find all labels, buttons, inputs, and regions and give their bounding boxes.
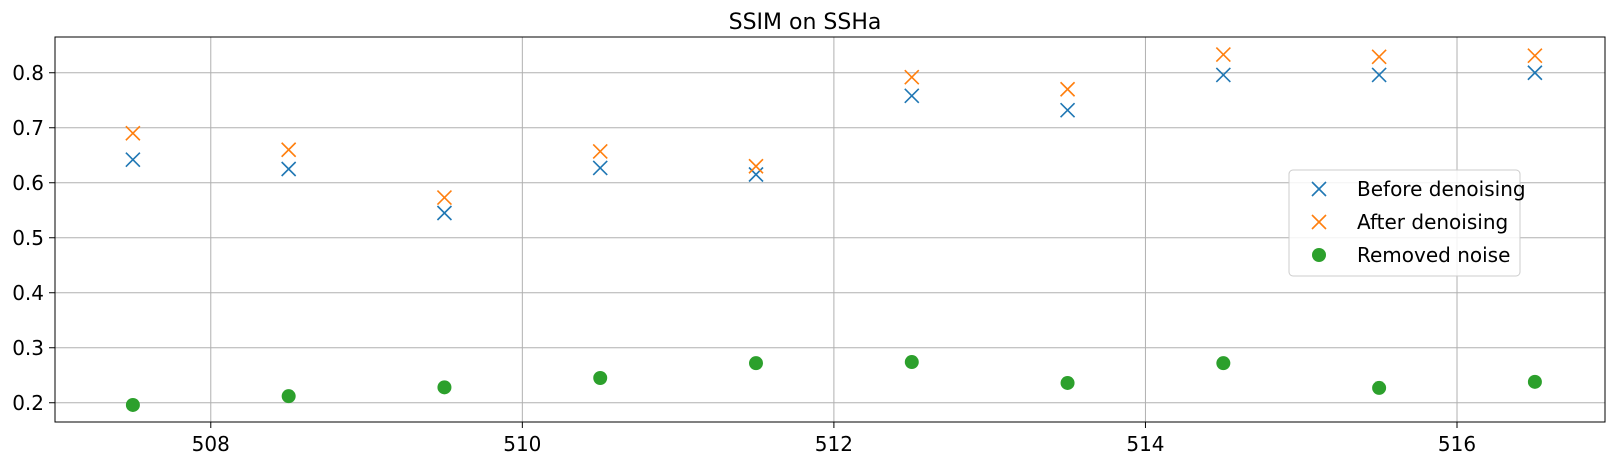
before-denoising-point [748,166,764,183]
before-denoising-point [125,152,141,168]
legend-marker-after-denoising [1311,214,1327,230]
y-tick-label: 0.7 [12,116,44,140]
y-tick-label: 0.3 [12,336,44,360]
after-denoising-point [281,142,297,158]
after-denoising-point [1215,47,1231,63]
data-marks [125,47,1543,412]
x-tick-label: 508 [192,432,230,456]
legend: Before denoising After denoising Removed n… [1288,169,1526,277]
axis-ticks: 508 510 512 514 516 0.2 0.3 0.4 0.5 0.6 0.7 0.8 [12,61,1476,456]
plot-area [54,36,1606,423]
legend-label-after-denoising: After denoising [1357,210,1508,234]
removed-noise-point [281,389,296,404]
after-denoising-point [125,125,141,141]
before-denoising-point [1059,102,1076,118]
removed-noise-point [1372,380,1387,395]
legend-box [1288,169,1521,277]
y-tick-label: 0.6 [12,171,44,195]
after-denoising-point [1527,48,1543,64]
x-tick-label: 510 [503,432,541,456]
removed-noise-point [749,356,764,371]
removed-noise-point [904,355,919,370]
removed-noise-point [1060,375,1075,390]
before-denoising-point [281,161,297,177]
removed-noise-point [1216,356,1231,371]
after-denoising-point [748,158,764,174]
before-denoising-point [1371,67,1387,83]
x-tick-label: 516 [1438,432,1476,456]
removed-noise-point [593,371,608,385]
y-tick-label: 0.4 [12,281,44,305]
after-denoising-point [1371,49,1387,65]
legend-marker-removed-noise [1312,248,1326,262]
after-denoising-point [436,190,453,206]
y-tick-label: 0.2 [12,391,44,415]
legend-marker-before-denoising [1311,181,1327,197]
y-tick-label: 0.8 [12,61,44,85]
before-denoising-point [1215,67,1231,83]
removed-noise-point [437,380,452,395]
x-tick-label: 512 [815,432,853,456]
after-denoising-point [904,69,920,85]
removed-noise-point [1527,374,1542,389]
legend-label-removed-noise: Removed noise [1357,243,1510,267]
y-tick-label: 0.5 [12,226,44,250]
before-denoising-point [1527,65,1543,81]
x-tick-label: 514 [1126,432,1164,456]
chart-title: SSIM on SSHa [729,10,882,35]
legend-label-before-denoising: Before denoising [1357,177,1526,201]
before-denoising-point [904,88,920,104]
before-denoising-point [436,205,453,221]
after-denoising-point [1059,81,1076,97]
removed-noise-point [125,397,140,412]
before-denoising-point [592,160,608,176]
after-denoising-point [592,143,608,159]
